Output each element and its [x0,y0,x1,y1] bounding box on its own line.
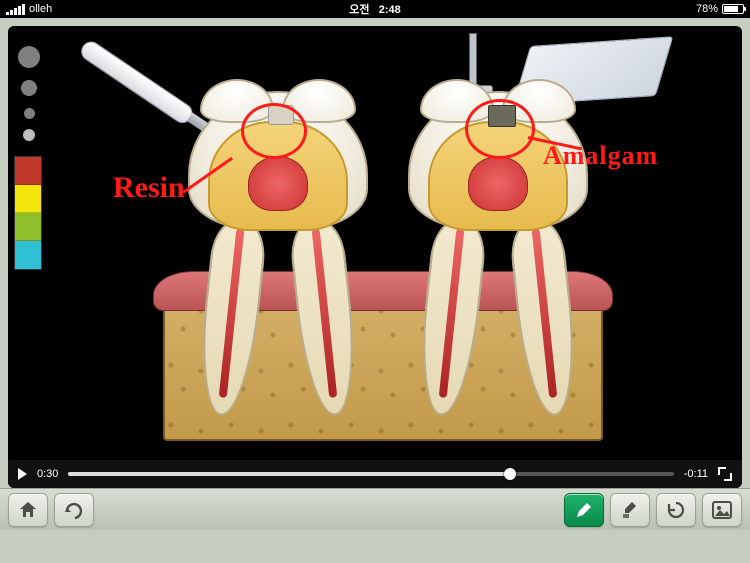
image-picker-button[interactable] [702,493,742,527]
clock-time: 2:48 [379,4,401,16]
toolbar [0,488,750,530]
brush-size-16[interactable] [21,80,37,96]
carrier-label: olleh [29,3,52,15]
undo-rotate-button[interactable] [656,493,696,527]
color-swatch-2[interactable] [15,213,41,241]
status-right: 78% [401,3,744,15]
status-clock: 오전 2:48 [349,1,400,17]
fullscreen-button[interactable] [718,467,732,481]
home-button[interactable] [8,493,48,527]
app-frame: olleh 오전 2:48 78% [0,0,750,563]
canvas[interactable]: Resin Amalgam [8,26,742,488]
footer-gap [0,530,750,563]
elapsed-time: 0:30 [37,468,58,480]
battery-label: 78% [696,3,718,15]
brush-size-8[interactable] [25,131,33,139]
annotation-circle-amalgam [465,99,535,159]
annotation-label-resin: Resin [113,171,185,205]
video-controls: 0:30 -0:11 [8,460,742,488]
battery-icon [722,4,744,14]
play-button[interactable] [18,468,27,480]
clock-prefix: 오전 [349,4,369,16]
stage-wrap: Resin Amalgam 0:30 -0:11 [0,18,750,488]
pen-tool-button[interactable] [564,493,604,527]
brush-size-picker [18,46,40,139]
color-swatch-1[interactable] [15,185,41,213]
annotation-label-amalgam: Amalgam [543,141,658,171]
annotation-circle-resin [241,103,307,159]
signal-icon [6,4,25,15]
brush-size-11[interactable] [24,108,35,119]
brush-size-22[interactable] [18,46,40,68]
scrubber-knob[interactable] [504,468,516,480]
scrubber-track[interactable] [68,472,673,476]
stage: Resin Amalgam 0:30 -0:11 [8,26,742,488]
status-left: olleh [6,3,349,15]
status-bar: olleh 오전 2:48 78% [0,0,750,18]
remaining-time: -0:11 [684,468,708,480]
color-palette [14,156,42,270]
color-swatch-3[interactable] [15,241,41,269]
dental-illustration: Resin Amalgam [123,41,643,446]
brush-clean-button[interactable] [610,493,650,527]
color-swatch-0[interactable] [15,157,41,185]
redo-button[interactable] [54,493,94,527]
